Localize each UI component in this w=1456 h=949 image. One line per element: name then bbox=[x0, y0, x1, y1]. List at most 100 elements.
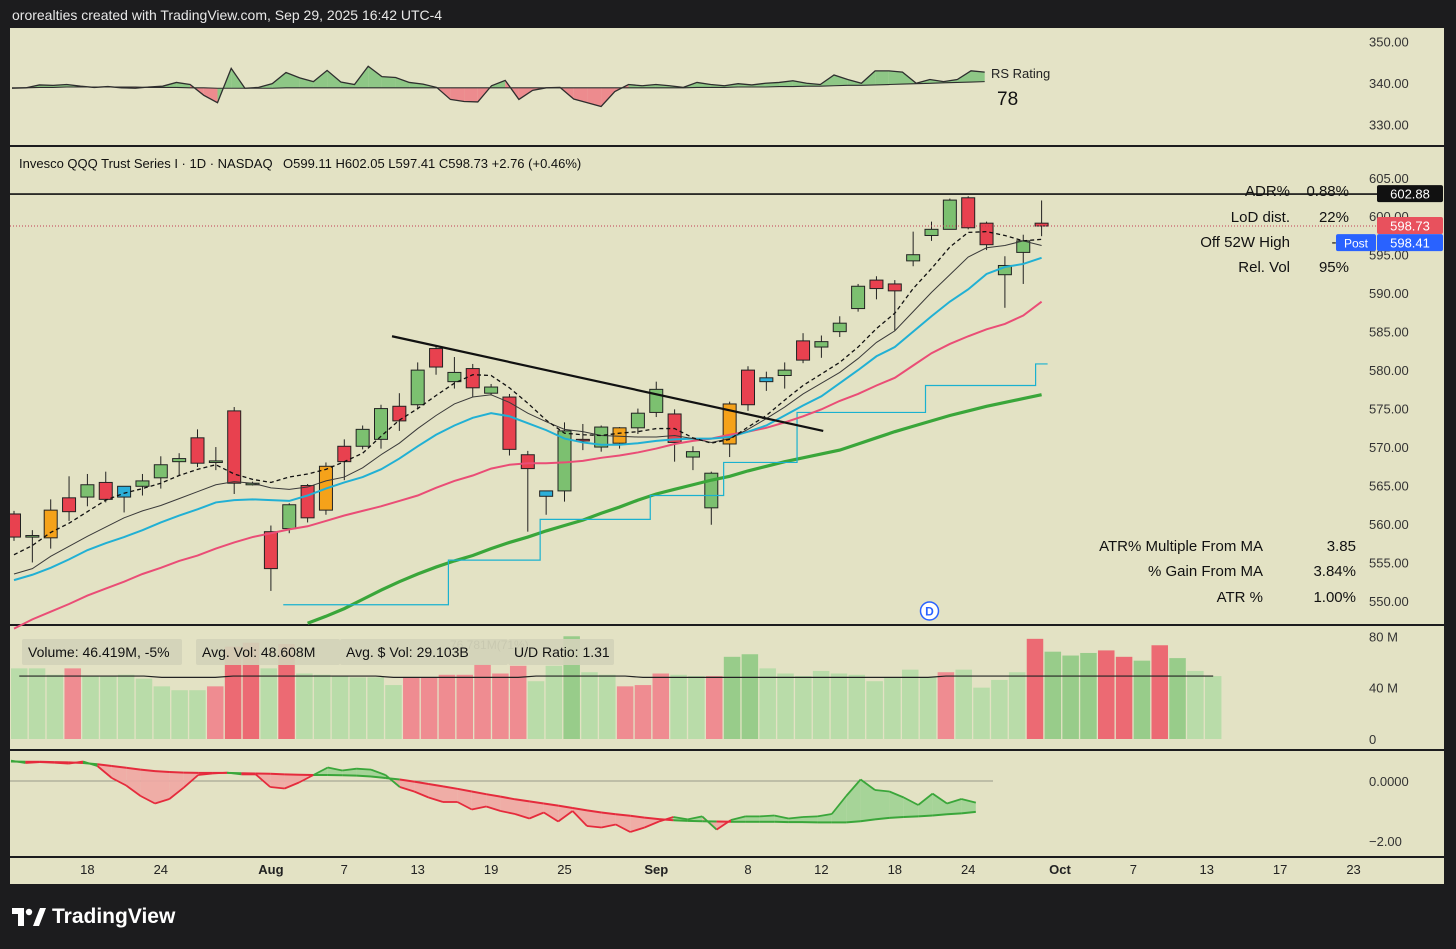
rs-fill-segment bbox=[587, 87, 602, 107]
oscillator-fill-segment bbox=[169, 772, 184, 799]
stats-value: 3.84% bbox=[1313, 563, 1356, 580]
rs-fill-segment bbox=[834, 74, 848, 86]
oscillator-slow-segment bbox=[126, 766, 141, 771]
candle[interactable] bbox=[796, 333, 811, 364]
oscillator-fill-segment bbox=[327, 767, 343, 776]
candle[interactable] bbox=[1034, 200, 1049, 237]
candle[interactable] bbox=[190, 429, 205, 468]
oscillator-fast-segment bbox=[644, 820, 660, 829]
candle[interactable] bbox=[832, 316, 847, 338]
candle[interactable] bbox=[374, 404, 388, 449]
rs-fill-segment bbox=[697, 82, 711, 88]
candle[interactable] bbox=[98, 471, 113, 503]
tradingview-brand[interactable]: TradingView bbox=[12, 903, 175, 931]
oscillator-slow-segment bbox=[601, 811, 616, 816]
candle[interactable] bbox=[300, 483, 315, 523]
candle[interactable] bbox=[410, 362, 425, 410]
candle-body bbox=[961, 197, 976, 229]
candle-body bbox=[887, 283, 902, 292]
candle[interactable] bbox=[227, 407, 242, 494]
candle[interactable] bbox=[80, 473, 95, 507]
candle[interactable] bbox=[630, 408, 645, 434]
oscillator-fast-segment bbox=[284, 781, 300, 790]
volume-bar bbox=[367, 677, 384, 739]
time-axis-tick: Aug bbox=[258, 862, 283, 877]
chart-frame[interactable]: RS Rating 78 350.00 340.00 330.00 Invesco QQQ… bbox=[10, 28, 1444, 884]
oscillator-fill-segment bbox=[846, 779, 861, 823]
oscillator-fast-segment bbox=[270, 786, 285, 790]
oscillator-slow-segment bbox=[457, 787, 472, 793]
candle-body bbox=[392, 405, 407, 422]
candle[interactable] bbox=[392, 393, 407, 431]
candle[interactable] bbox=[924, 221, 939, 241]
oscillator-slow-segment bbox=[918, 814, 933, 818]
candle-body bbox=[80, 484, 95, 498]
candle[interactable] bbox=[429, 345, 444, 375]
volume-bar bbox=[688, 676, 705, 739]
candle[interactable] bbox=[759, 371, 774, 391]
time-axis-tick: 23 bbox=[1346, 862, 1360, 877]
volume-legend-item: Volume: 46.419M, -5% bbox=[28, 644, 170, 660]
candle[interactable] bbox=[153, 456, 168, 489]
candle[interactable] bbox=[484, 383, 499, 396]
rs-line bbox=[11, 65, 985, 108]
volume-bar bbox=[296, 673, 313, 739]
candle-body bbox=[906, 254, 921, 262]
candle[interactable] bbox=[172, 453, 187, 476]
volume-bar bbox=[670, 674, 687, 739]
candle[interactable] bbox=[869, 276, 884, 300]
candle-body bbox=[685, 451, 700, 458]
candle[interactable] bbox=[979, 221, 994, 251]
candle[interactable] bbox=[135, 473, 150, 496]
price-axis-tick: 575.00 bbox=[1369, 402, 1409, 417]
oscillator-fill-segment bbox=[903, 797, 919, 817]
oscillator-slow-segment bbox=[961, 810, 976, 815]
candle[interactable] bbox=[355, 425, 370, 450]
oscillator-slow-segment bbox=[514, 798, 530, 803]
volume-bar bbox=[278, 643, 295, 739]
candle[interactable] bbox=[10, 510, 21, 541]
candle[interactable] bbox=[25, 530, 40, 563]
stats-value: 22% bbox=[1319, 209, 1349, 226]
volume-bar bbox=[759, 668, 776, 739]
candle[interactable] bbox=[741, 366, 755, 411]
candle[interactable] bbox=[685, 446, 700, 471]
volume-bar bbox=[937, 672, 955, 739]
oscillator-fill-segment bbox=[270, 773, 285, 789]
candle[interactable] bbox=[208, 447, 223, 471]
candle[interactable] bbox=[263, 525, 278, 591]
candle[interactable] bbox=[942, 198, 957, 230]
candle-body bbox=[62, 497, 77, 513]
candle[interactable] bbox=[520, 450, 535, 532]
time-axis-tick: 17 bbox=[1273, 862, 1287, 877]
symbol-title: Invesco QQQ Trust Series I · 1D · NASDAQ bbox=[19, 156, 273, 171]
candle[interactable] bbox=[43, 499, 58, 549]
candle[interactable] bbox=[539, 490, 554, 515]
oscillator-fill-segment bbox=[500, 796, 515, 814]
candle[interactable] bbox=[62, 476, 77, 521]
oscillator-fast-segment bbox=[817, 813, 832, 818]
oscillator-fast-segment bbox=[384, 774, 401, 788]
panel-divider bbox=[10, 749, 1444, 751]
candle[interactable] bbox=[594, 425, 609, 452]
oscillator-slow-segment bbox=[630, 814, 645, 819]
oscillator-fast-segment bbox=[903, 796, 919, 806]
oscillator-fast-segment bbox=[845, 778, 862, 797]
candle[interactable] bbox=[777, 362, 792, 389]
candle[interactable] bbox=[814, 335, 829, 358]
oscillator-slow-segment bbox=[486, 793, 501, 798]
candle[interactable] bbox=[906, 231, 921, 267]
time-axis-tick: 18 bbox=[80, 862, 94, 877]
volume-bar bbox=[652, 673, 670, 739]
oscillator-fast-segment bbox=[586, 825, 602, 829]
high-price-tag bbox=[1377, 185, 1443, 203]
candle[interactable] bbox=[851, 283, 866, 312]
post-price-tag-text: 598.41 bbox=[1390, 236, 1430, 251]
candle[interactable] bbox=[961, 196, 976, 230]
candle-body bbox=[282, 504, 297, 530]
candle[interactable] bbox=[502, 393, 517, 456]
oscillator-fast-segment bbox=[298, 774, 314, 784]
candle[interactable] bbox=[887, 280, 902, 331]
oscillator-fill-segment bbox=[587, 810, 602, 828]
